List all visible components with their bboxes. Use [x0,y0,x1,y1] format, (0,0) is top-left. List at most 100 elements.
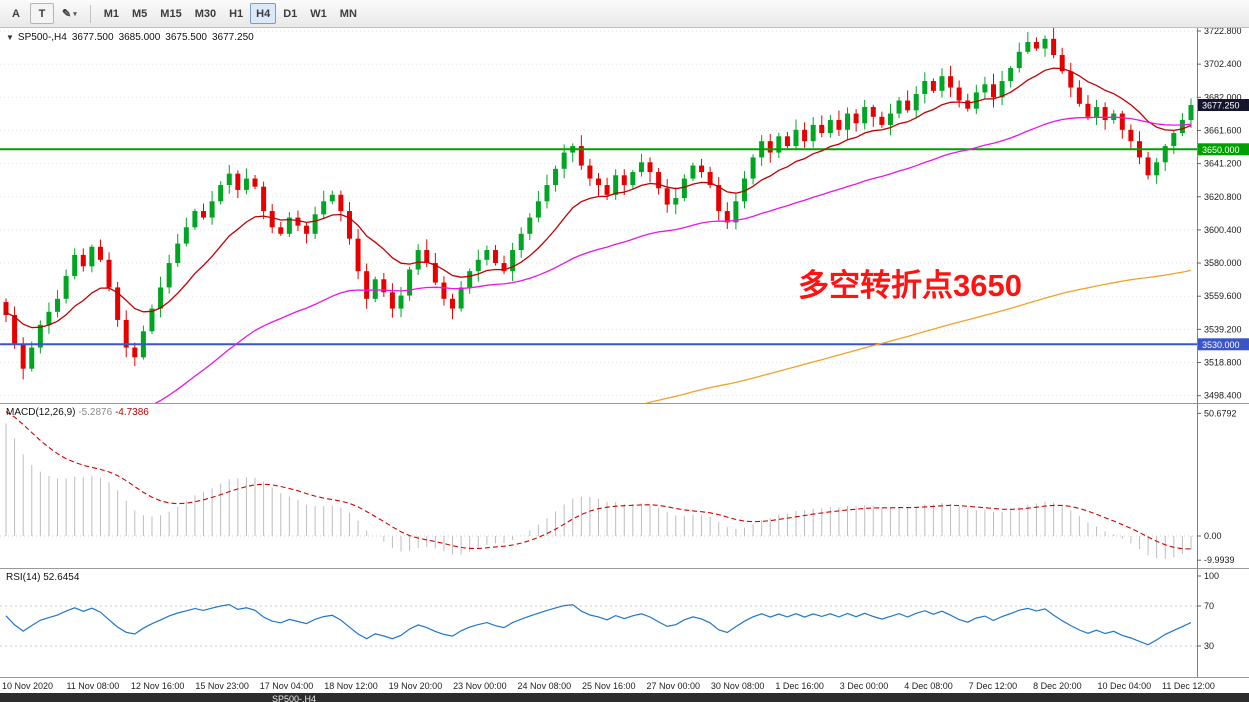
macd-signal-value: -4.7386 [114,407,149,418]
candle-body [398,295,404,309]
time-axis-label: 11 Nov 08:00 [66,681,120,691]
candle-body [930,81,936,91]
timeframe-m1-button[interactable]: M1 [103,7,120,20]
price-axis-label: 3600.400 [1204,225,1242,235]
rsi-line [5,603,1192,646]
level-price-badge [1198,143,1249,156]
price-axis-label: 3620.800 [1204,192,1242,202]
candle-body [1171,133,1177,147]
price-axis-label: 3722.800 [1204,28,1242,36]
rsi-panel-canvas[interactable]: 100 70 30 [0,568,1249,677]
candle-body [767,141,773,153]
candle-body [673,198,679,205]
candle-body [364,271,370,299]
candle-body [389,292,395,309]
candle-body [681,178,687,199]
price-axis-label: 3539.200 [1204,324,1242,334]
candle-body [424,250,430,264]
candle-body [905,100,911,111]
candle-body [827,120,833,134]
candle-body [776,136,782,153]
ma-slow-line [644,269,1192,403]
timeframe-m15-button[interactable]: M15 [160,7,182,20]
candle-body [1085,103,1091,117]
timeframe-button-group: M1 M5 M15 M30 H1 H4 D1 W1 MN [98,3,363,24]
candle-body [415,250,421,270]
ma-mid-line [154,116,1192,403]
candle-body [913,94,919,111]
candle-body [450,298,456,309]
timeframe-h4-button[interactable]: H4 [250,3,277,24]
candle-body [261,186,267,212]
candle-body [226,173,232,186]
candle-body [3,302,9,316]
candle-body [948,76,954,88]
toolbar-button-draw[interactable]: ✎ ▾ [62,8,77,20]
current-price-badge-label: 3677.250 [1202,101,1240,111]
candle-body [604,185,610,195]
candle-body [578,146,584,166]
candle-body [46,311,52,325]
candle-body [1076,87,1082,104]
candle-body [638,162,644,173]
time-axis[interactable]: 10 Nov 2020 11 Nov 08:00 12 Nov 16:00 15 No… [0,677,1249,694]
candle-body [819,124,825,134]
price-axis-label: 3682.000 [1204,92,1242,102]
candle-body [441,282,447,299]
timeframe-h1-button[interactable]: H1 [229,7,244,20]
candle-body [355,238,361,272]
price-chart-canvas[interactable]: 3722.800 3702.400 3682.000 3661.600 3641.200… [0,28,1249,403]
candle-body [243,178,249,190]
timeframe-m5-button[interactable]: M5 [132,7,148,20]
candle-body [527,217,533,234]
timeframe-d1-button[interactable]: D1 [283,7,298,20]
time-axis-label: 19 Nov 20:00 [388,681,443,691]
toolbar-button-text[interactable]: T [30,3,54,24]
candle-body [158,287,164,309]
candle-body [338,194,344,212]
time-axis-label: 23 Nov 00:00 [453,681,507,691]
timeframe-m30-button[interactable]: M30 [194,7,217,20]
candle-body [656,172,662,189]
candle-body [879,116,885,125]
candle-body [346,211,352,239]
ohlc-close: 3677.250 [212,32,254,43]
time-axis-label: 15 Nov 23:00 [195,681,249,691]
time-axis-label: 30 Nov 08:00 [710,681,765,691]
candle-body [1094,107,1100,117]
candle-body [1016,51,1022,69]
candle-body [269,211,275,228]
candle-body [106,259,112,288]
timeframe-mn-button[interactable]: MN [339,7,357,20]
macd-panel-canvas[interactable]: 50.6792 0.00 -9.9939 [0,403,1249,568]
time-axis-label: 27 Nov 00:00 [646,681,700,691]
candle-body [209,201,215,218]
macd-indicator-header: MACD(12,26,9) -5.2876 -4.7386 [6,407,149,418]
candle-body [201,211,206,218]
toolbar-button-cursor[interactable]: A [12,7,20,20]
time-axis-label: 3 Dec 00:00 [839,681,889,691]
rsi-axis-label: 100 [1204,571,1219,581]
timeframe-w1-button[interactable]: W1 [310,7,327,20]
candle-body [647,162,653,173]
rsi-axis-label: 30 [1204,641,1214,651]
candle-body [561,152,567,169]
candle-body [1119,113,1125,130]
chart-tab-label[interactable]: SP500-,H4 [272,694,317,702]
macd-axis-label: 0.00 [1204,531,1222,541]
toolbar-divider [89,4,91,23]
candle-body [991,84,996,98]
time-axis-label: 24 Nov 08:00 [517,681,572,691]
collapse-icon[interactable]: ▼ [6,33,14,42]
candle-body [982,84,988,93]
price-axis-label: 3661.600 [1204,125,1242,135]
candle-body [750,157,756,179]
candle-body [1102,107,1108,121]
candle-body [793,129,799,147]
candle-body [55,298,61,312]
candle-body [97,246,103,260]
candle-body [1042,38,1048,49]
current-price-badge [1198,99,1249,112]
ohlc-high: 3685.000 [118,32,161,43]
chart-tab-bar[interactable]: SP500-,H4 [0,693,1249,702]
